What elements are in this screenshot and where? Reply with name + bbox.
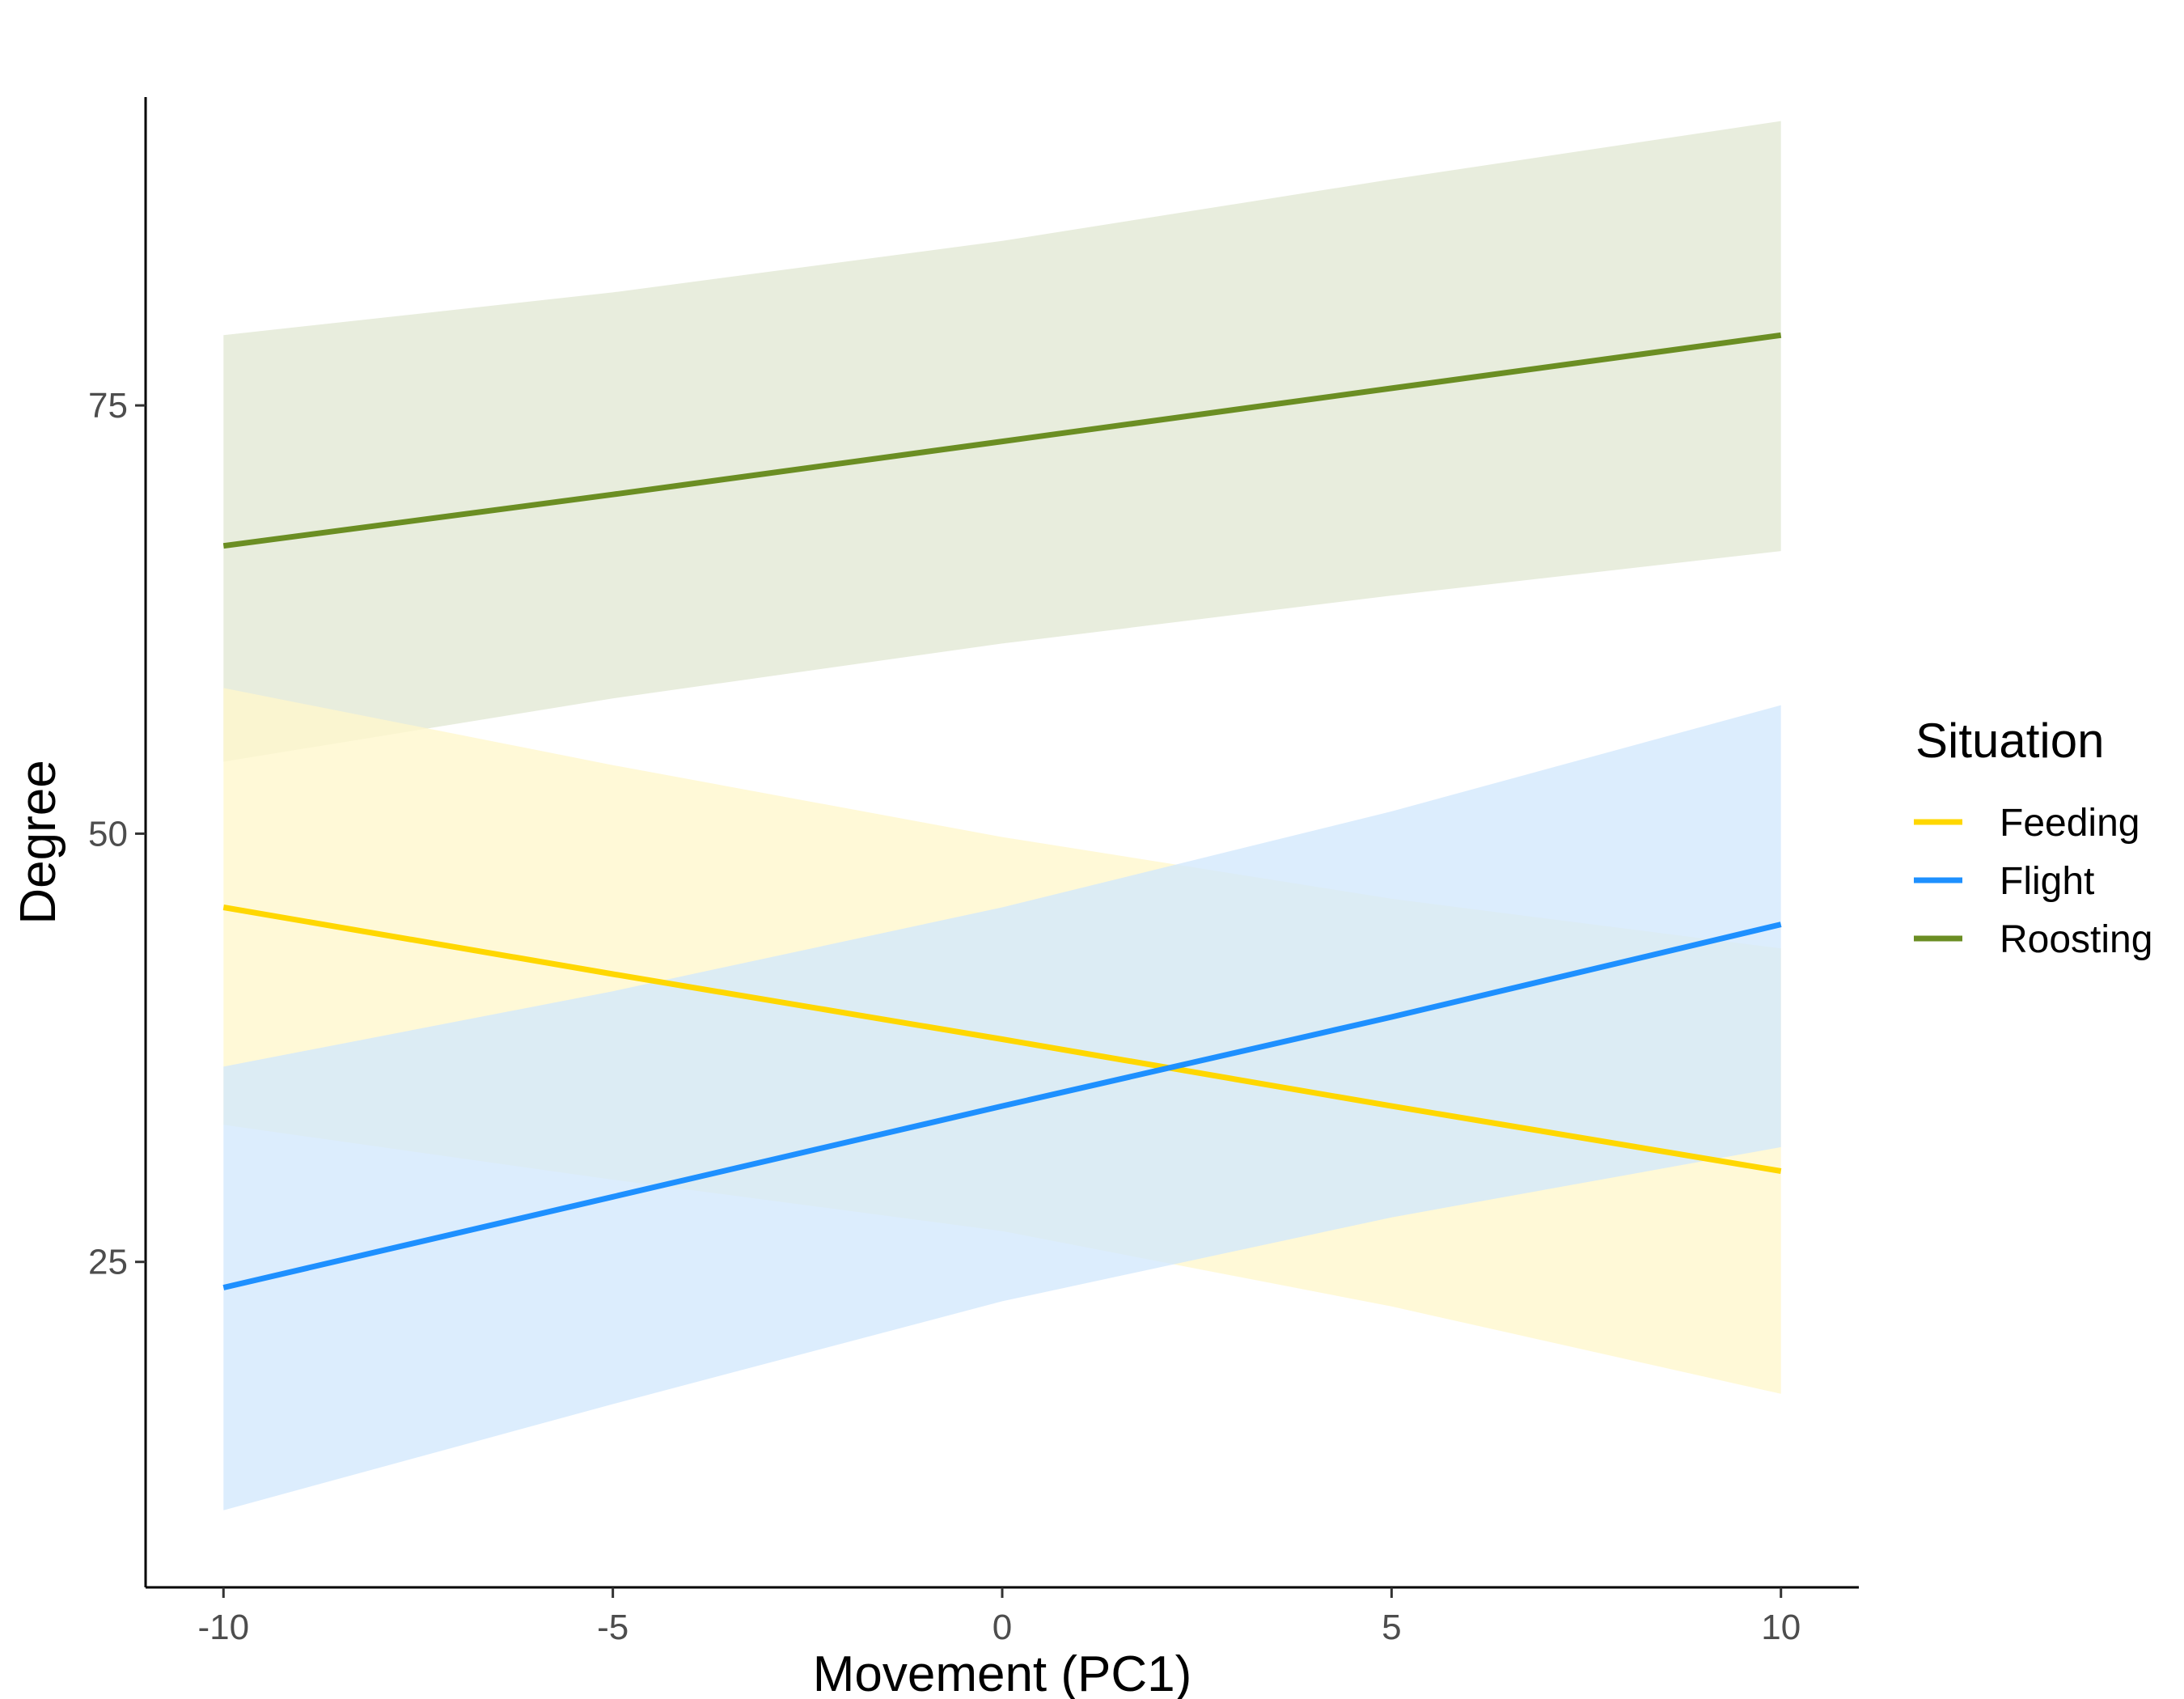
legend: Situation Feeding Flight Roosting (1914, 714, 2152, 961)
y-axis-title: Degree (11, 760, 66, 924)
y-tick-label: 50 (88, 814, 128, 854)
legend-label-roosting: Roosting (2000, 918, 2152, 961)
x-tick-label: 5 (1382, 1608, 1401, 1647)
line-layer (222, 332, 1782, 1290)
x-tick-label: -5 (597, 1608, 629, 1647)
y-ticks: 25 50 75 (88, 386, 146, 1282)
ribbon-layer (223, 121, 1781, 1510)
x-tick-label: -10 (197, 1608, 249, 1647)
x-tick-label: 0 (993, 1608, 1012, 1647)
roosting-line (222, 332, 1782, 549)
x-tick-label: 10 (1761, 1608, 1801, 1647)
legend-label-feeding: Feeding (2000, 802, 2140, 845)
flight-line (222, 922, 1782, 1290)
y-tick-label: 25 (88, 1243, 128, 1282)
x-ticks: -10 -5 0 5 10 (197, 1587, 1801, 1647)
legend-label-flight: Flight (2000, 860, 2094, 903)
x-axis-title: Movement (PC1) (813, 1646, 1192, 1699)
y-tick-label: 75 (88, 386, 128, 426)
legend-title: Situation (1915, 714, 2105, 768)
feeding-line (222, 905, 1782, 1174)
